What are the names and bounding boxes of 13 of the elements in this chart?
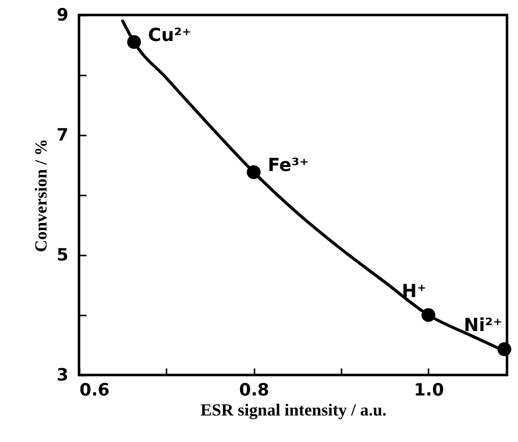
y-tick-label: 5 (56, 246, 68, 266)
x-tick-label: 0.8 (239, 380, 270, 400)
y-tick-label: 9 (56, 6, 68, 26)
x-tick-label: 1.0 (414, 380, 444, 400)
y-axis-title: Conversion / % (32, 138, 51, 252)
annotation: Fe³⁺ (268, 155, 309, 176)
x-axis-title: ESR signal intensity / a.u. (200, 400, 387, 420)
annotation: H⁺ (402, 281, 426, 302)
annotation: Ni²⁺ (464, 315, 502, 336)
y-tick-label: 3 (56, 366, 68, 386)
x-tick-label: 0.6 (80, 380, 110, 400)
y-tick-label: 7 (56, 126, 68, 146)
annotation: Cu²⁺ (148, 25, 192, 46)
